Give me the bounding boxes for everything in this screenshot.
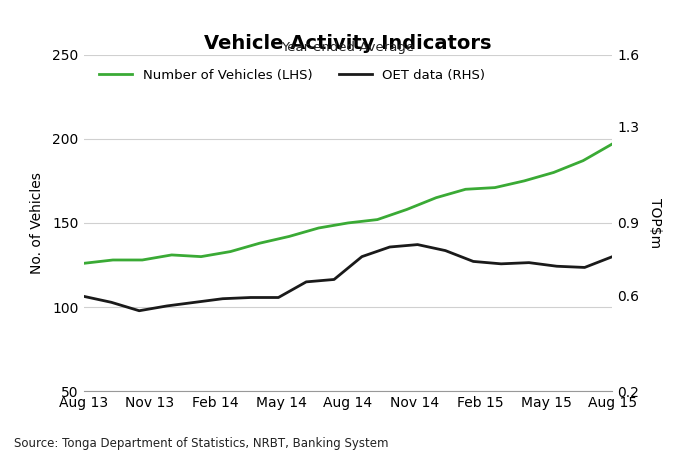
OET data (RHS) <box>608 254 617 259</box>
Number of Vehicles (LHS) <box>432 195 441 200</box>
OET data (RHS) <box>135 308 143 313</box>
Number of Vehicles (LHS) <box>520 178 528 183</box>
OET data (RHS) <box>274 295 283 300</box>
Number of Vehicles (LHS) <box>109 257 117 263</box>
Number of Vehicles (LHS) <box>138 257 146 263</box>
Number of Vehicles (LHS) <box>461 187 470 192</box>
OET data (RHS) <box>330 277 338 282</box>
Y-axis label: TOP$m: TOP$m <box>648 198 662 248</box>
OET data (RHS) <box>553 263 561 269</box>
OET data (RHS) <box>79 293 88 299</box>
Y-axis label: No. of Vehicles: No. of Vehicles <box>30 172 44 274</box>
Number of Vehicles (LHS) <box>608 141 617 147</box>
Line: OET data (RHS): OET data (RHS) <box>84 245 612 311</box>
Number of Vehicles (LHS) <box>344 220 352 226</box>
Text: Source: Tonga Department of Statistics, NRBT, Banking System: Source: Tonga Department of Statistics, … <box>14 437 388 450</box>
OET data (RHS) <box>302 279 310 285</box>
OET data (RHS) <box>413 242 422 248</box>
Number of Vehicles (LHS) <box>197 254 205 259</box>
OET data (RHS) <box>246 295 255 300</box>
OET data (RHS) <box>525 260 533 265</box>
OET data (RHS) <box>191 299 199 305</box>
OET data (RHS) <box>580 265 589 270</box>
Number of Vehicles (LHS) <box>315 225 323 231</box>
Number of Vehicles (LHS) <box>255 240 264 246</box>
Line: Number of Vehicles (LHS): Number of Vehicles (LHS) <box>84 144 612 263</box>
Number of Vehicles (LHS) <box>491 185 499 190</box>
Legend: Number of Vehicles (LHS), OET data (RHS): Number of Vehicles (LHS), OET data (RHS) <box>95 65 489 86</box>
Number of Vehicles (LHS) <box>402 207 411 212</box>
OET data (RHS) <box>497 261 505 267</box>
OET data (RHS) <box>163 303 171 308</box>
OET data (RHS) <box>219 296 227 302</box>
Text: Year-ended Average: Year-ended Average <box>281 41 415 54</box>
OET data (RHS) <box>386 244 394 250</box>
Number of Vehicles (LHS) <box>226 249 235 254</box>
Number of Vehicles (LHS) <box>550 170 558 175</box>
OET data (RHS) <box>358 254 366 259</box>
Title: Vehicle Activity Indicators: Vehicle Activity Indicators <box>204 34 492 53</box>
Number of Vehicles (LHS) <box>168 252 176 258</box>
OET data (RHS) <box>441 248 450 253</box>
Number of Vehicles (LHS) <box>373 217 381 222</box>
Number of Vehicles (LHS) <box>285 234 294 239</box>
Number of Vehicles (LHS) <box>79 261 88 266</box>
OET data (RHS) <box>469 259 477 264</box>
OET data (RHS) <box>107 299 116 305</box>
Number of Vehicles (LHS) <box>579 158 587 163</box>
